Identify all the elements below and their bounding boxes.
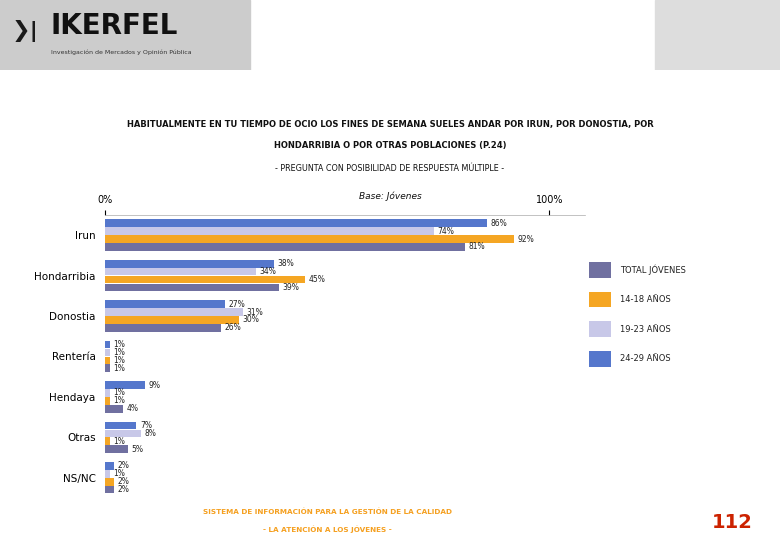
Text: 86%: 86% [491, 219, 508, 228]
Bar [105, 227, 434, 235]
Text: IKERFEL: IKERFEL [51, 12, 178, 40]
Bar [589, 321, 612, 337]
Text: 1%: 1% [113, 437, 125, 446]
Bar [589, 292, 612, 307]
Text: 45%: 45% [309, 275, 325, 284]
Bar [105, 284, 278, 291]
Bar [105, 300, 225, 308]
Bar [105, 260, 274, 268]
Text: 2%: 2% [118, 485, 129, 494]
Bar [105, 324, 221, 332]
Text: 7%: 7% [140, 421, 152, 430]
Bar [105, 268, 257, 275]
Text: 39%: 39% [282, 283, 299, 292]
Bar [105, 349, 110, 356]
Text: 1%: 1% [113, 388, 125, 397]
Text: Lugares de reunión: Lugares de reunión [14, 81, 180, 97]
Text: 34%: 34% [260, 267, 277, 276]
Bar [105, 478, 114, 485]
Text: - PREGUNTA CON POSIBILIDAD DE RESPUESTA MÚLTIPLE -: - PREGUNTA CON POSIBILIDAD DE RESPUESTA … [275, 164, 505, 173]
Text: 5%: 5% [131, 444, 143, 454]
Bar [589, 351, 612, 367]
Bar [105, 486, 114, 494]
Text: 8%: 8% [144, 429, 156, 438]
Text: 1%: 1% [113, 396, 125, 406]
Bar [105, 219, 488, 227]
Text: 30%: 30% [242, 315, 259, 325]
Bar [105, 405, 123, 413]
Bar [105, 364, 110, 372]
Text: 9%: 9% [149, 381, 161, 389]
Text: 24-29 AÑOS: 24-29 AÑOS [620, 354, 671, 363]
Bar [105, 308, 243, 316]
Bar [105, 389, 110, 397]
Text: 19-23 AÑOS: 19-23 AÑOS [620, 325, 671, 334]
Text: 2%: 2% [118, 477, 129, 486]
Bar [105, 235, 514, 243]
Bar [105, 437, 110, 445]
Text: HONDARRIBIA O POR OTRAS POBLACIONES (P.24): HONDARRIBIA O POR OTRAS POBLACIONES (P.2… [274, 141, 506, 151]
Text: SISTEMA DE INFORMACIÓN PARA LA GESTIÓN DE LA CALIDAD: SISTEMA DE INFORMACIÓN PARA LA GESTIÓN D… [203, 509, 452, 515]
Text: - LA ATENCIÓN A LOS JÓVENES -: - LA ATENCIÓN A LOS JÓVENES - [263, 525, 392, 532]
Bar [655, 0, 780, 70]
Bar [0, 0, 250, 70]
Text: HABITUALMENTE EN TU TIEMPO DE OCIO LOS FINES DE SEMANA SUELES ANDAR POR IRUN, PO: HABITUALMENTE EN TU TIEMPO DE OCIO LOS F… [126, 120, 654, 129]
Text: TOTAL JÓVENES: TOTAL JÓVENES [620, 265, 686, 275]
Bar [105, 422, 136, 429]
Text: 4%: 4% [126, 404, 139, 413]
Bar [589, 262, 612, 278]
Text: Base: Jóvenes: Base: Jóvenes [359, 191, 421, 201]
Bar [105, 381, 145, 389]
Text: 1%: 1% [113, 364, 125, 373]
Bar [105, 243, 465, 251]
Text: 92%: 92% [517, 234, 534, 244]
Text: 1%: 1% [113, 348, 125, 357]
Bar [105, 470, 110, 478]
Bar [105, 276, 305, 284]
Text: Investigación de Mercados y Opinión Pública: Investigación de Mercados y Opinión Públ… [51, 50, 191, 55]
Text: 1%: 1% [113, 356, 125, 365]
Text: 14-18 AÑOS: 14-18 AÑOS [620, 295, 671, 304]
Text: 38%: 38% [278, 259, 294, 268]
Bar [105, 316, 239, 324]
Text: 26%: 26% [225, 323, 241, 332]
Bar [105, 397, 110, 404]
Bar [105, 462, 114, 470]
Text: ❯|: ❯| [12, 21, 38, 42]
Text: 2%: 2% [118, 462, 129, 470]
Text: 81%: 81% [469, 242, 485, 252]
Text: 31%: 31% [246, 308, 264, 316]
Text: 27%: 27% [229, 300, 246, 309]
Bar [105, 341, 110, 348]
Bar [105, 356, 110, 365]
Text: 1%: 1% [113, 340, 125, 349]
Text: 112: 112 [712, 512, 753, 531]
Text: 1%: 1% [113, 469, 125, 478]
Bar [105, 446, 127, 453]
Bar [105, 429, 141, 437]
Text: 74%: 74% [438, 227, 455, 235]
